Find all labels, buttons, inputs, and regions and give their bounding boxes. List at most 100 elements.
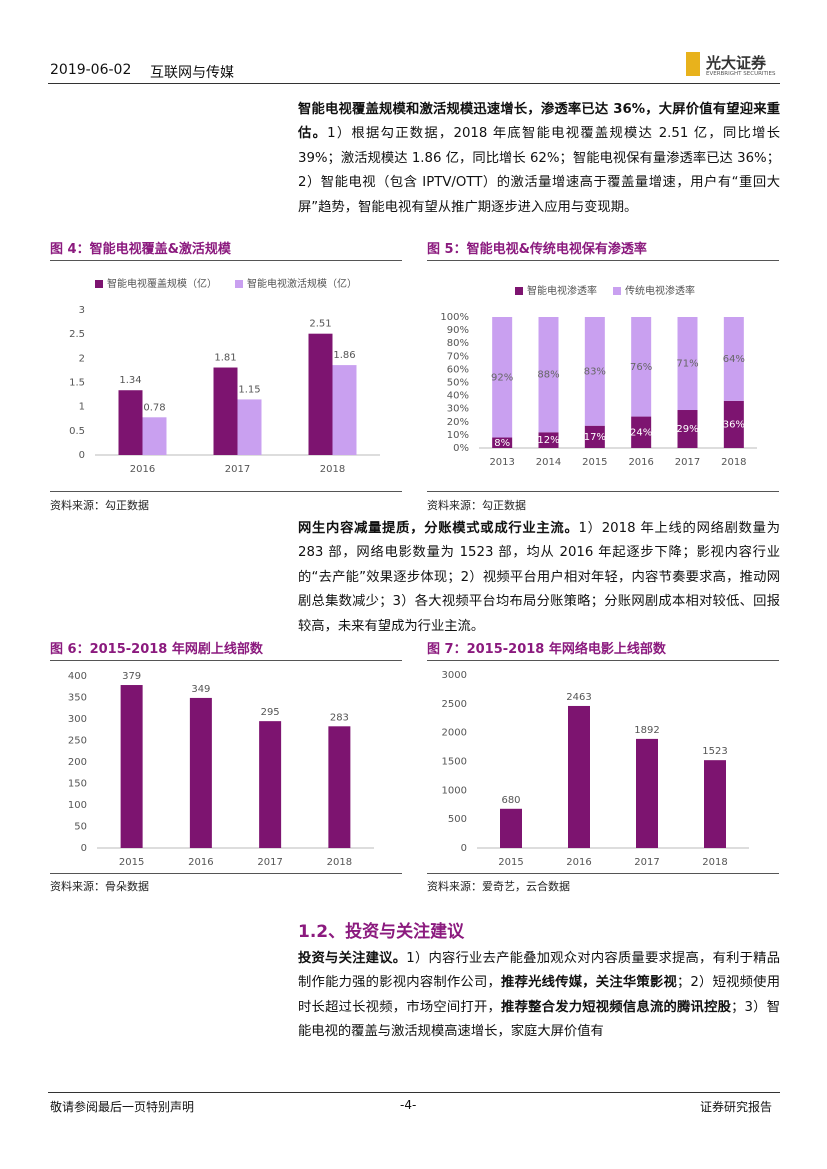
figure-source: 资料来源：骨朵数据 [50,880,149,893]
data-label: 1.86 [333,350,355,361]
chart: 0 0.5 1 1.5 2 2.5 3 2016 2017 2018 智能电视覆盖规模（亿） 智能电视… [69,277,380,475]
data-label: 2.51 [309,319,331,330]
bar [332,365,357,455]
y-tick-label: 0 [79,450,85,461]
logo-text: 光大证券 [706,54,767,72]
x-tick-label: 2016 [188,857,213,868]
y-tick-label: 50% [447,378,469,389]
legend-label: 智能电视激活规模（亿） [247,277,357,290]
figure-title: 图 4：智能电视覆盖&激活规模 [50,238,402,261]
footer-left: 敬请参阅最后一页特别声明 [50,1100,195,1114]
section-number: 1.2、 [298,922,346,942]
bold-text: 智能电视覆盖规模和激活规模迅速增长，渗透率已达 36%，大屏价值有望迎来重估。 [298,102,780,142]
figure-title: 图 5：智能电视&传统电视保有渗透率 [427,238,779,261]
legend-swatch [515,287,523,295]
bold-text: 投资与关注建议。 [298,951,407,966]
bar-segment [584,317,605,426]
y-tick-label: 250 [68,736,87,747]
x-tick-label: 2017 [634,857,659,868]
section-title: 投资与关注建议 [345,922,465,942]
text: ；2）短视频使用时长超过长视频，市场空间打开， [298,975,781,1015]
y-tick-label: 100% [440,312,469,323]
x-tick-label: 2018 [327,857,352,868]
logo-icon [686,52,700,76]
y-tick-label: 80% [447,338,469,349]
y-tick-label: 2000 [442,728,467,739]
x-tick-label: 2017 [675,457,700,468]
y-tick-label: 30% [447,404,469,415]
y-tick-label: 200 [68,757,87,768]
y-tick-label: 500 [448,814,467,825]
footer-right: 证券研究报告 [700,1100,773,1114]
y-tick-label: 60% [447,364,469,375]
bar-segment [723,400,744,448]
bold-text: 网生内容减量提质，分账模式或成行业主流。 [298,521,579,536]
bar [189,697,212,848]
x-tick-label: 2018 [320,464,345,475]
text: 1）根据勾正数据，2018 年底智能电视覆盖规模达 2.51 亿，同比增长 39… [298,126,780,215]
data-label: 1523 [702,746,727,757]
y-tick-label: 2 [79,353,85,364]
bar-segment [677,317,698,411]
x-tick-label: 2018 [702,857,727,868]
data-label: 83% [584,366,606,377]
chart: 0% 10% 20% 30% 40% 50% 60% 70% 80% 90% 100% 2013 201… [440,284,757,468]
y-tick-label: 2.5 [69,329,85,340]
data-label: 379 [122,671,141,682]
x-tick-label: 2016 [566,857,591,868]
header-sector: 互联网与传媒 [150,65,234,81]
bar [500,808,522,848]
data-label: 12% [537,435,559,446]
legend-swatch [235,280,243,288]
x-tick-label: 2014 [536,457,561,468]
y-tick-label: 2500 [442,699,467,710]
y-tick-label: 20% [447,417,469,428]
y-tick-label: 70% [447,351,469,362]
y-tick-label: 400 [68,671,87,682]
y-tick-label: 50 [74,822,87,833]
x-tick-label: 2017 [257,857,282,868]
paragraph: 智能电视覆盖规模和激活规模迅速增长，渗透率已达 36%，大屏价值有望迎来重估。1… [298,98,780,220]
y-tick-label: 0% [453,443,469,454]
bar [142,417,167,455]
data-label: 17% [584,432,606,443]
legend-swatch [95,280,103,288]
x-tick-label: 2017 [225,464,250,475]
y-tick-label: 0 [461,843,467,854]
data-label: 283 [330,712,349,723]
y-tick-label: 0 [81,843,87,854]
bar-segment [492,437,513,448]
y-tick-label: 40% [447,391,469,402]
data-label: 1.34 [119,375,141,386]
text: ；3）智能电视的覆盖与激活规模高速增长，家庭大屏价值有 [298,999,781,1040]
data-label: 2463 [566,692,591,703]
y-tick-label: 10% [447,430,469,441]
figure-rule [50,491,402,492]
data-label: 29% [676,424,698,435]
x-tick-label: 2015 [119,857,144,868]
chart: 0 50 100 150 200 250 300 350 400 2015 2016 2017 2018… [68,671,374,868]
y-tick-label: 1 [79,402,85,413]
bar-segment [723,317,744,401]
data-label: 76% [630,362,652,373]
bar [308,333,333,455]
footer-rule [48,1092,780,1093]
bar-segment [631,416,652,448]
y-tick-label: 300 [68,714,87,725]
logo-en: EVERBRIGHT SECURITIES [706,71,776,77]
bold-text: 推荐光线传媒，关注华策影视 [501,975,678,991]
bold-text: 推荐整合发力短视频信息流的腾讯控股 [501,999,732,1015]
data-label: 71% [676,359,698,370]
data-label: 1.81 [214,353,236,364]
y-tick-label: 100 [68,800,87,811]
chart: 0 500 1000 1500 2000 2500 3000 2015 2016 2017 2018… [442,670,749,868]
data-label: 295 [261,707,280,718]
text: 1）2018 年上线的网络剧数量为 283 部，网络电影数量为 1523 部，均… [298,521,781,634]
y-tick-label: 1500 [442,757,467,768]
data-label: 24% [630,427,652,438]
bar [568,705,590,848]
figure-title: 图 6：2015-2018 年网剧上线部数 [50,638,402,661]
x-tick-label: 2016 [130,464,155,475]
footer-page: -4- [400,1098,417,1112]
text: 1）内容行业去产能叠加观众对内容质量要求提高，有利于精品制作能力强的影视内容制作… [298,951,781,991]
